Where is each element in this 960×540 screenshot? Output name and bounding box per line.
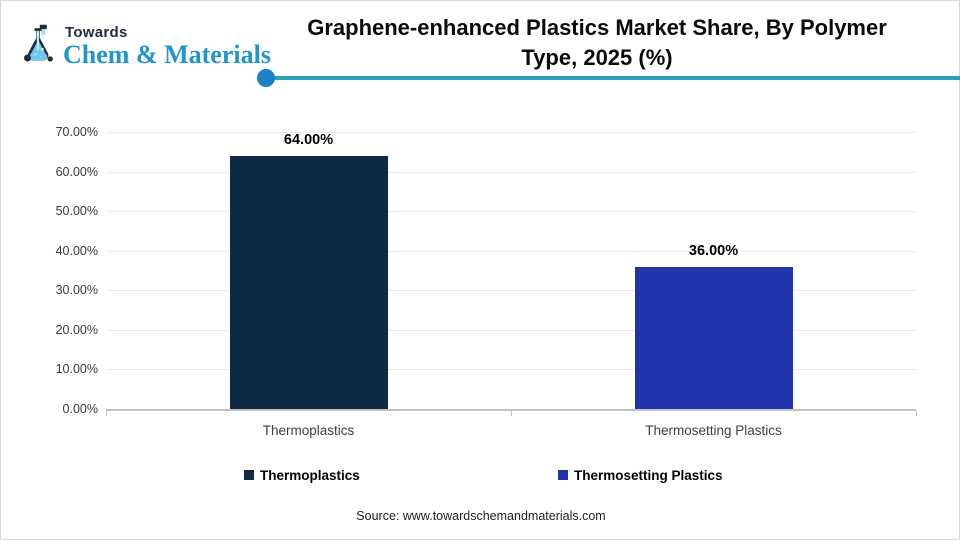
x-axis-line — [106, 409, 916, 411]
y-axis-tick-label: 10.00% — [55, 362, 98, 377]
gridline — [106, 171, 916, 173]
legend-swatch — [244, 470, 254, 480]
y-axis-tick-label: 70.00% — [55, 125, 98, 139]
y-axis-tick-label: 20.00% — [55, 322, 98, 337]
logo-towards-label: Towards — [65, 24, 128, 41]
gridline — [106, 132, 916, 133]
x-axis-tick — [916, 411, 917, 416]
x-axis-category-label: Thermoplastics — [262, 423, 355, 438]
y-axis-tick-label: 0.00% — [62, 402, 98, 416]
legend-label: Thermoplastics — [260, 467, 360, 483]
chart-title: Graphene-enhanced Plastics Market Share,… — [307, 15, 887, 70]
title-underline-dot — [257, 69, 275, 87]
bar-value-label: 64.00% — [283, 131, 334, 148]
title-underline-rule — [266, 76, 960, 80]
legend-label: Thermosetting Plastics — [574, 467, 723, 483]
legend-item: Thermosetting Plastics — [558, 467, 723, 483]
x-axis-tick — [106, 411, 107, 416]
y-axis-tick-label: 60.00% — [55, 164, 98, 179]
gridline — [106, 250, 916, 252]
y-axis-tick-label: 50.00% — [55, 204, 98, 219]
gridline — [106, 369, 916, 371]
x-axis-category-label: Thermosetting Plastics — [645, 423, 782, 438]
bar-thermoplastics — [229, 155, 388, 409]
bar-value-label: 36.00% — [688, 242, 739, 259]
brand-logo: Towards Chem & Materials — [17, 23, 271, 68]
source-note: Source: www.towardschemandmaterials.com — [356, 509, 606, 523]
bar-thermosetting-plastics — [634, 266, 793, 409]
logo-text: Towards Chem & Materials — [63, 23, 271, 68]
gridline — [106, 211, 916, 213]
legend-item: Thermoplastics — [244, 467, 360, 483]
y-axis-tick-label: 40.00% — [55, 243, 98, 258]
y-axis-tick-label: 30.00% — [55, 283, 98, 298]
x-axis-tick — [511, 411, 512, 416]
gridline — [106, 329, 916, 331]
legend-swatch — [558, 470, 568, 480]
gridline — [106, 290, 916, 292]
logo-brand-label: Chem & Materials — [63, 40, 271, 69]
flask-icon — [24, 24, 53, 62]
